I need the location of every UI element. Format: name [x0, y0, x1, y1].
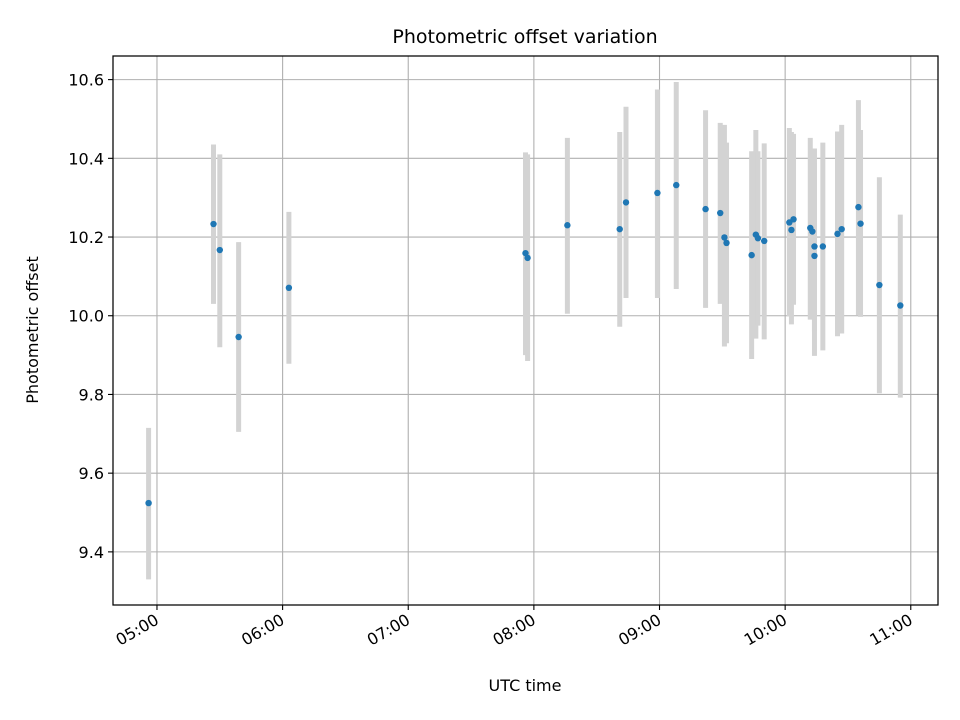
- y-tick-label: 10.4: [68, 149, 104, 168]
- data-point: [717, 209, 724, 217]
- data-point: [857, 220, 864, 227]
- data-point: [285, 284, 293, 291]
- data-points: [145, 181, 904, 507]
- data-point: [809, 228, 816, 235]
- data-point: [761, 237, 768, 245]
- data-point: [897, 302, 904, 309]
- chart-title: Photometric offset variation: [392, 26, 657, 48]
- data-point: [673, 181, 680, 189]
- data-point: [876, 281, 883, 289]
- data-point: [654, 189, 661, 197]
- x-axis-label: UTC time: [489, 676, 562, 695]
- data-point: [235, 333, 242, 341]
- y-tick-label: 9.4: [79, 543, 104, 562]
- data-point: [790, 216, 797, 223]
- y-tick-label: 9.8: [79, 385, 104, 404]
- data-point: [616, 225, 623, 233]
- data-point: [811, 243, 818, 250]
- data-point: [748, 251, 755, 259]
- data-point: [834, 230, 841, 238]
- data-point: [811, 252, 818, 260]
- plot-frame: [112, 55, 939, 606]
- data-point: [819, 243, 827, 250]
- y-tick-label: 10.2: [68, 228, 104, 247]
- data-point: [702, 205, 709, 213]
- data-point: [210, 220, 217, 228]
- data-point: [754, 235, 762, 242]
- y-tick-label: 9.6: [79, 464, 104, 483]
- data-point: [564, 222, 571, 229]
- y-axis-ticks: 9.4 9.6 9.8 10.0 10.2 10.4 10.6: [68, 71, 113, 562]
- data-point: [855, 203, 862, 211]
- data-point: [524, 254, 531, 262]
- data-point: [721, 234, 728, 241]
- data-point: [723, 239, 730, 247]
- data-point: [145, 499, 152, 507]
- y-tick-label: 10.6: [68, 71, 104, 90]
- y-tick-label: 10.0: [68, 307, 104, 326]
- data-point: [622, 199, 630, 206]
- data-point: [838, 225, 845, 233]
- data-point: [788, 226, 795, 234]
- data-point: [216, 246, 223, 254]
- y-axis-label: Photometric offset: [23, 256, 42, 404]
